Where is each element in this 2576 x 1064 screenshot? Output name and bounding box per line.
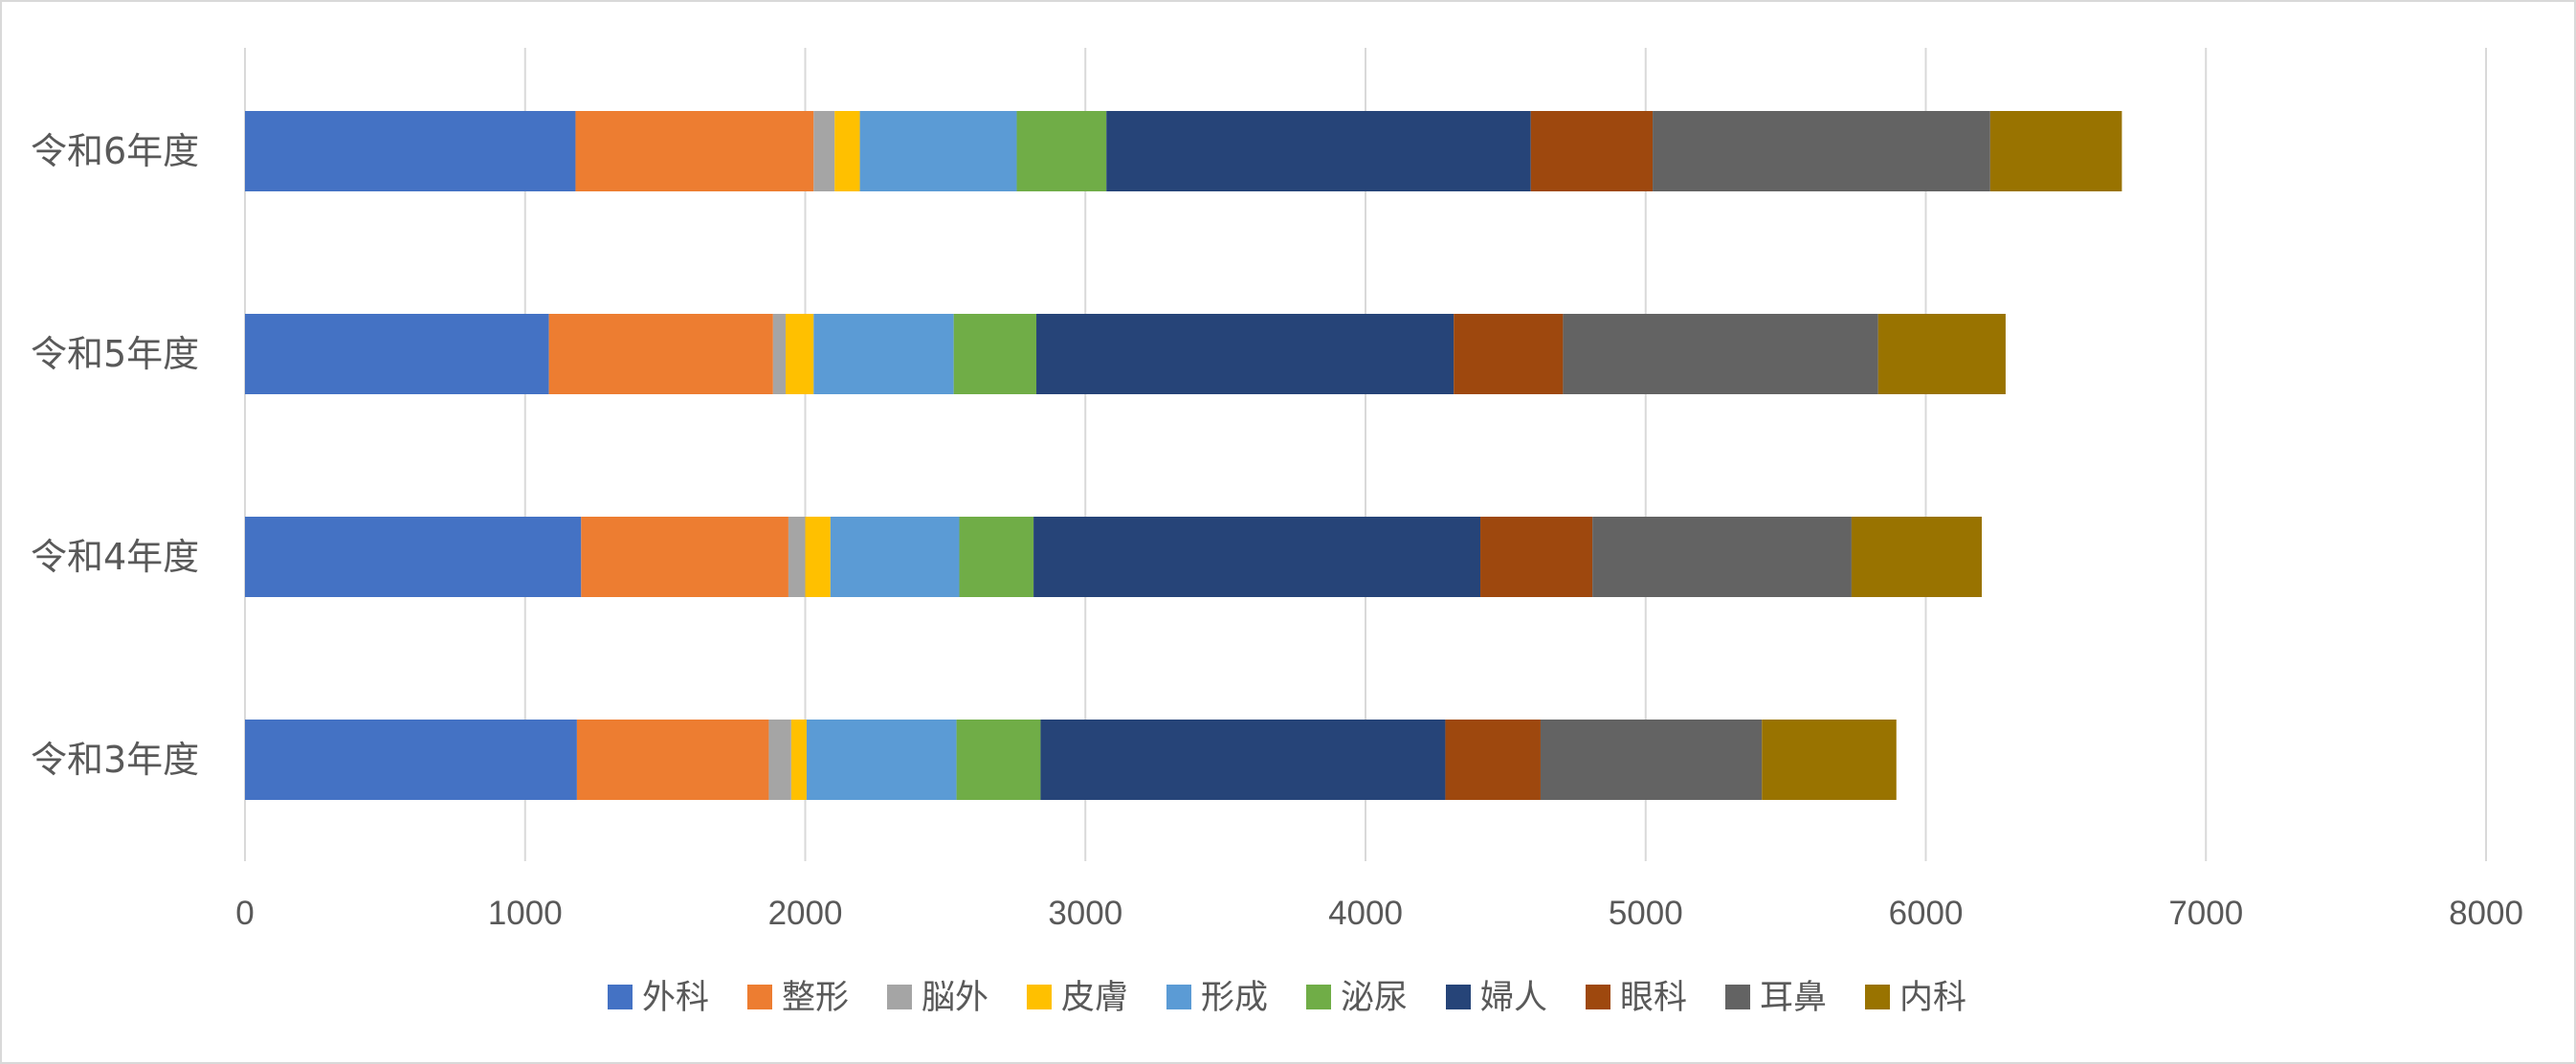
legend-swatch <box>1027 985 1052 1009</box>
bar-segment <box>953 314 1037 394</box>
legend-swatch <box>1725 985 1750 1009</box>
x-axis-ticks: 0 1000 2000 3000 4000 5000 6000 7000 8000 <box>235 895 2523 932</box>
bar-segment <box>813 314 954 394</box>
bar-segment <box>859 111 1017 191</box>
bar-segment <box>1454 314 1564 394</box>
bar-segment <box>1445 720 1541 800</box>
bar-segment <box>1040 720 1446 800</box>
x-tick-label: 8000 <box>2449 895 2523 932</box>
x-tick-label: 5000 <box>1609 895 1683 932</box>
x-tick-label: 6000 <box>1889 895 1964 932</box>
x-tick-label: 3000 <box>1048 895 1122 932</box>
legend-label: 皮膚 <box>1061 979 1128 1017</box>
bar-segment <box>1036 314 1455 394</box>
bar-segment <box>805 517 831 597</box>
bar-segment <box>788 517 806 597</box>
legend-label: 形成 <box>1201 979 1268 1017</box>
bar-segment <box>1540 720 1763 800</box>
bar-segment <box>1851 517 1983 597</box>
legend-label: 外科 <box>642 979 709 1017</box>
bar-segment <box>772 314 787 394</box>
category-label: 令和6年度 <box>31 130 199 172</box>
bar-segment <box>834 111 860 191</box>
bar-segment <box>548 314 773 394</box>
bar-segment <box>245 314 549 394</box>
legend-swatch <box>1586 985 1610 1009</box>
legend-swatch <box>1166 985 1191 1009</box>
bar-segment <box>1530 111 1654 191</box>
x-tick-label: 4000 <box>1328 895 1403 932</box>
bar-segment <box>1106 111 1531 191</box>
bar-segment <box>245 111 576 191</box>
legend-label: 整形 <box>782 979 849 1017</box>
bar-segment <box>1592 517 1852 597</box>
category-label: 令和3年度 <box>31 739 199 781</box>
x-tick-label: 7000 <box>2168 895 2243 932</box>
x-tick-label: 0 <box>235 895 254 932</box>
legend-swatch <box>747 985 772 1009</box>
legend-swatch <box>1865 985 1890 1009</box>
legend-label: 泌尿 <box>1341 979 1408 1017</box>
category-label: 令和5年度 <box>31 333 199 375</box>
bar-segment <box>790 720 807 800</box>
category-label: 令和4年度 <box>31 536 199 578</box>
bar-segment <box>575 111 814 191</box>
bar-segment <box>1563 314 1878 394</box>
legend-swatch <box>1306 985 1331 1009</box>
bar-segment <box>806 720 957 800</box>
bar-segment <box>786 314 814 394</box>
bar-segment <box>576 720 769 800</box>
bar-segment <box>581 517 788 597</box>
x-tick-label: 2000 <box>768 895 843 932</box>
bar-segment <box>956 720 1041 800</box>
bar-segment <box>245 720 577 800</box>
legend-label: 眼科 <box>1620 979 1687 1017</box>
bar-segment <box>1653 111 1990 191</box>
x-tick-label: 1000 <box>488 895 563 932</box>
legend-swatch <box>1446 985 1471 1009</box>
category-axis-labels: 令和3年度 令和4年度 令和5年度 令和6年度 <box>31 130 199 781</box>
bar-segment <box>959 517 1034 597</box>
bar-segment <box>830 517 960 597</box>
bar-segment <box>245 517 582 597</box>
bar-segment <box>1877 314 2006 394</box>
legend-label: 脳外 <box>922 979 988 1017</box>
bar-segment <box>1762 720 1897 800</box>
legend-swatch <box>608 985 633 1009</box>
legend: 外科 整形 脳外 皮膚 形成 泌尿 婦人 眼科 耳鼻 内科 <box>608 979 1966 1017</box>
bars <box>245 111 2122 800</box>
bar-segment <box>1016 111 1107 191</box>
bar-segment <box>1480 517 1593 597</box>
bar-segment <box>1989 111 2122 191</box>
legend-swatch <box>887 985 912 1009</box>
legend-label: 婦人 <box>1480 979 1547 1017</box>
bar-segment <box>1033 517 1481 597</box>
legend-label: 内科 <box>1899 979 1966 1017</box>
legend-label: 耳鼻 <box>1760 979 1827 1017</box>
bar-segment <box>813 111 835 191</box>
bar-segment <box>768 720 791 800</box>
